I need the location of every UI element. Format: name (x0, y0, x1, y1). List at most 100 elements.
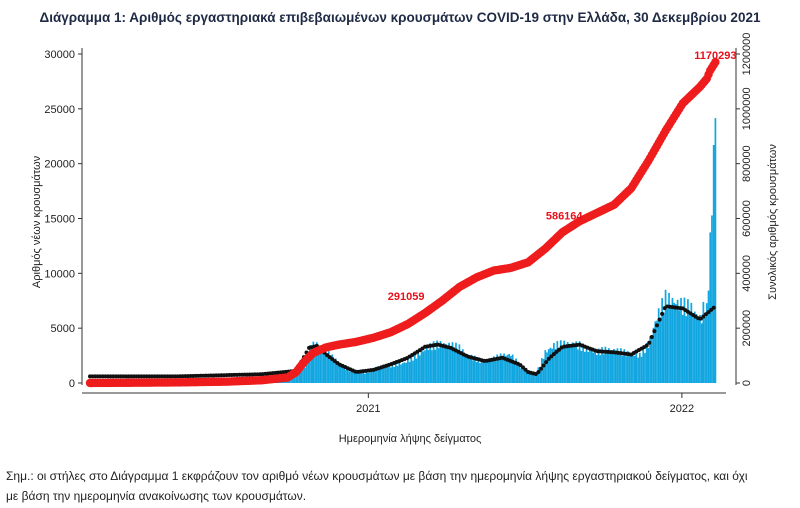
daily-bar (355, 372, 358, 383)
daily-bar (563, 340, 566, 383)
daily-bar (558, 349, 560, 383)
daily-bar (532, 373, 535, 383)
daily-bar (666, 309, 669, 383)
daily-bar (618, 354, 621, 383)
daily-bar (300, 370, 303, 383)
daily-bar (458, 344, 461, 383)
daily-bar (394, 362, 397, 383)
daily-bar (479, 362, 481, 383)
daily-bar (427, 349, 430, 383)
daily-bar (549, 347, 552, 383)
daily-bar (412, 360, 414, 383)
daily-bar (467, 354, 469, 383)
moving-average-point (544, 360, 549, 365)
daily-bar (448, 342, 450, 383)
daily-bar (384, 365, 387, 383)
daily-bar (444, 344, 447, 383)
daily-bar (638, 352, 641, 383)
daily-bar (530, 371, 533, 383)
daily-bar (535, 374, 538, 383)
daily-bar (341, 366, 344, 383)
daily-bar (365, 371, 368, 383)
daily-bar (386, 367, 389, 383)
daily-bar (443, 343, 445, 383)
daily-bar (609, 351, 612, 383)
daily-bar (537, 367, 540, 383)
daily-bar (687, 299, 689, 383)
daily-bar (606, 352, 609, 383)
daily-bar (544, 350, 547, 383)
daily-bar (419, 355, 421, 383)
daily-bar (437, 348, 440, 383)
daily-bar (494, 361, 497, 383)
daily-bar (675, 304, 677, 383)
daily-bar (405, 362, 407, 383)
daily-bar (352, 372, 354, 383)
daily-bar (561, 348, 564, 383)
daily-bar (589, 349, 591, 383)
daily-bar (676, 299, 679, 383)
daily-bar (580, 350, 583, 383)
daily-bar (396, 365, 399, 383)
x-axis-title: Ημερομηνία λήψης δείγματος (339, 433, 482, 445)
daily-bar (388, 364, 390, 383)
daily-bar (431, 350, 433, 383)
axes-group: 0 5000 10000 15000 20000 25000 30000 0 200000 400… (31, 33, 779, 445)
daily-bar (671, 297, 674, 383)
daily-bar (401, 363, 404, 383)
daily-bar (528, 372, 531, 383)
daily-bar (635, 353, 638, 383)
moving-average-point (520, 365, 525, 370)
daily-bar (508, 353, 511, 383)
daily-bar (319, 346, 322, 383)
moving-average-point (539, 366, 544, 371)
daily-bar (425, 347, 428, 383)
daily-bar (568, 344, 571, 383)
right-axis-tick-label: 800000 (741, 145, 753, 182)
daily-bar (599, 355, 602, 383)
daily-bar (688, 315, 691, 383)
daily-bar (515, 358, 517, 383)
daily-bar (656, 320, 658, 383)
right-axis-tick-label: 400000 (741, 255, 753, 292)
daily-bar (322, 351, 325, 383)
daily-bar (343, 366, 346, 383)
daily-bar (441, 345, 444, 383)
daily-bar (597, 348, 600, 383)
footnote-line-1: Σημ.: οι στήλες στο Διάγραμμα 1 εκφράζου… (6, 469, 748, 483)
daily-bar (668, 292, 670, 383)
cumulative-annotation: 586164 (546, 210, 584, 222)
daily-bar (484, 359, 487, 383)
daily-bar (685, 316, 688, 383)
daily-bar (626, 351, 629, 383)
left-axis-tick-label: 0 (69, 378, 75, 390)
daily-bar (389, 367, 392, 383)
daily-bar (317, 345, 320, 383)
cumulative-group (85, 57, 720, 388)
daily-bar (432, 341, 435, 383)
daily-bar (690, 302, 693, 383)
daily-bar (511, 354, 514, 383)
daily-bar (291, 375, 294, 383)
daily-bar (657, 308, 660, 383)
daily-bar (616, 348, 619, 383)
daily-bar (541, 358, 543, 383)
daily-bar (592, 352, 595, 383)
daily-bar (446, 346, 449, 383)
daily-bar (358, 372, 361, 383)
daily-bar (678, 310, 681, 383)
daily-bar (523, 370, 526, 383)
daily-bar (455, 342, 457, 383)
daily-bar (436, 340, 438, 383)
moving-average-point (647, 340, 652, 345)
moving-average-group (88, 304, 716, 379)
daily-bar (348, 371, 351, 383)
right-axis-tick-label: 1200000 (741, 33, 753, 76)
daily-bar (372, 367, 375, 383)
daily-bar (554, 349, 557, 383)
daily-bar (702, 301, 705, 383)
moving-average-point (546, 356, 551, 361)
daily-bar (693, 311, 696, 383)
daily-bar (669, 306, 672, 383)
daily-bar (424, 350, 426, 383)
